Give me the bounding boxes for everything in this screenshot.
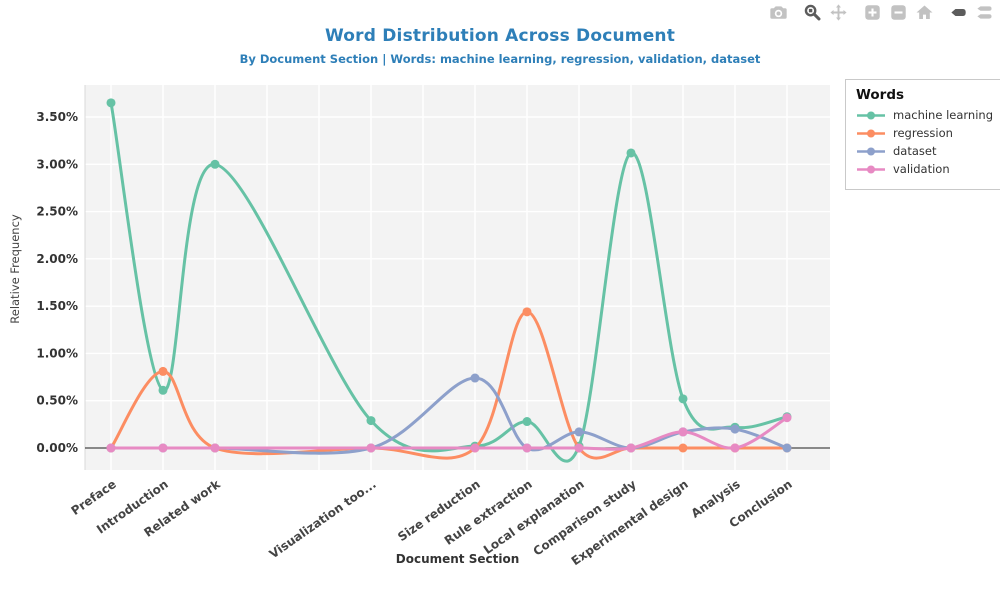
legend-label: dataset [893, 144, 937, 158]
legend-title: Words [856, 87, 905, 103]
data-point-validation[interactable] [158, 443, 168, 453]
data-point-validation[interactable] [782, 413, 792, 423]
data-point-validation[interactable] [574, 443, 584, 453]
data-point-validation[interactable] [210, 443, 220, 453]
y-tick-label: 2.50% [36, 205, 78, 219]
zoom-out-icon [891, 5, 906, 20]
data-point-regression[interactable] [522, 307, 532, 317]
plotly-modebar [762, 3, 994, 22]
data-point-machine-learning[interactable] [106, 98, 116, 108]
y-axis-title: Relative Frequency [8, 214, 22, 324]
hover-compare-icon [977, 6, 992, 19]
legend-item-dataset[interactable]: dataset [856, 144, 993, 158]
data-point-validation[interactable] [730, 443, 740, 453]
legend-label: machine learning [893, 108, 993, 122]
data-point-validation[interactable] [522, 443, 532, 453]
legend-item-validation[interactable]: validation [856, 162, 993, 176]
x-tick-label: Visualization too... [267, 477, 379, 561]
series-line-validation [109, 416, 789, 451]
legend-swatch-validation [857, 165, 885, 173]
camera-icon [770, 6, 787, 19]
y-tick-label: 0.50% [36, 394, 78, 408]
plot-area[interactable] [85, 85, 830, 470]
data-point-regression[interactable] [678, 443, 688, 453]
camera-button[interactable] [769, 3, 788, 22]
data-point-validation[interactable] [366, 443, 376, 453]
data-point-regression[interactable] [158, 366, 168, 376]
y-tick-label: 3.50% [36, 110, 78, 124]
zoom-in-icon [865, 5, 880, 20]
y-tick-label: 1.00% [36, 346, 78, 360]
data-point-machine-learning[interactable] [626, 148, 636, 158]
zoom-button[interactable] [803, 3, 822, 22]
legend-swatch-dataset [857, 147, 885, 155]
legend-item-regression[interactable]: regression [856, 126, 993, 140]
data-point-dataset[interactable] [470, 373, 480, 383]
legend-label: validation [893, 162, 950, 176]
data-point-validation[interactable] [678, 427, 688, 437]
legend-box: Words machine learning regression dataset v… [845, 79, 1000, 190]
data-point-validation[interactable] [106, 443, 116, 453]
y-tick-label: 3.00% [36, 157, 78, 171]
pan-icon [830, 4, 847, 21]
y-tick-label: 2.00% [36, 252, 78, 266]
data-point-dataset[interactable] [574, 427, 584, 437]
hover-compare-button[interactable] [975, 3, 994, 22]
data-point-validation[interactable] [626, 443, 636, 453]
legend-label: regression [893, 126, 953, 140]
x-tick-label: Preface [69, 477, 119, 518]
x-axis-title: Document Section [395, 552, 520, 566]
data-point-machine-learning[interactable] [678, 394, 688, 404]
chart-subtitle: By Document Section | Words: machine lea… [239, 52, 761, 66]
legend-swatch-machine-learning [857, 111, 885, 119]
y-tick-label: 1.50% [36, 299, 78, 313]
zoom-icon [804, 4, 821, 21]
series-line-machine-learning [109, 101, 789, 463]
chart-title: Word Distribution Across Document [324, 26, 676, 46]
pan-button[interactable] [829, 3, 848, 22]
y-tick-label: 0.00% [36, 441, 78, 455]
data-point-machine-learning[interactable] [366, 416, 376, 426]
legend-item-machine-learning[interactable]: machine learning [856, 108, 993, 122]
data-point-machine-learning[interactable] [210, 159, 220, 169]
data-point-dataset[interactable] [730, 424, 740, 434]
zoom-out-button[interactable] [889, 3, 908, 22]
autoscale-home-icon [916, 5, 933, 19]
x-tick-label: Rule extraction [442, 477, 535, 548]
zoom-in-button[interactable] [863, 3, 882, 22]
legend-swatch-regression [857, 129, 885, 137]
data-point-machine-learning[interactable] [158, 385, 168, 395]
hover-closest-icon [951, 8, 966, 17]
data-point-dataset[interactable] [782, 443, 792, 453]
data-point-machine-learning[interactable] [522, 417, 532, 427]
autoscale-home-button[interactable] [915, 3, 934, 22]
hover-closest-button[interactable] [949, 3, 968, 22]
data-point-validation[interactable] [470, 443, 480, 453]
